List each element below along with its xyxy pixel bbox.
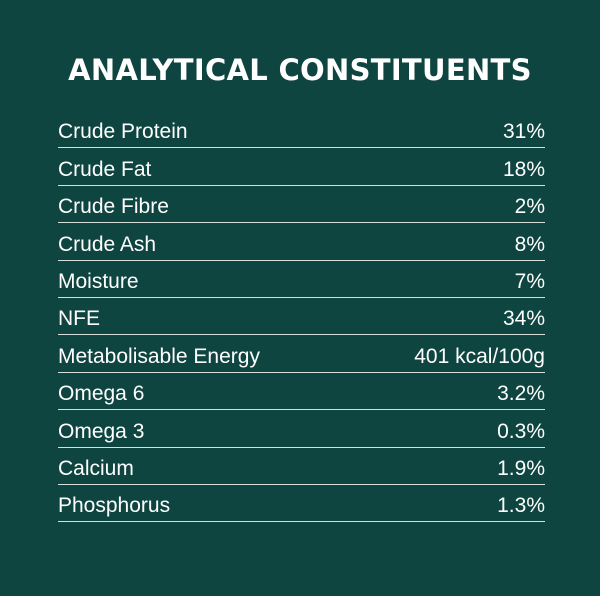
row-value: 31% xyxy=(502,120,545,144)
constituents-table: Crude Protein 31% Crude Fat 18% Crude Fi… xyxy=(58,111,545,523)
table-row: Moisture 7% xyxy=(58,261,545,298)
row-value: 18% xyxy=(502,157,545,181)
row-value: 1.9% xyxy=(497,456,545,480)
row-label: Omega 6 xyxy=(58,382,145,406)
row-value: 0.3% xyxy=(497,419,545,443)
row-label: Moisture xyxy=(58,269,139,293)
row-label: NFE xyxy=(58,307,100,331)
table-row: NFE 34% xyxy=(58,298,545,336)
table-row: Crude Protein 31% xyxy=(58,111,545,149)
row-value: 8% xyxy=(514,232,545,256)
table-row: Omega 6 3.2% xyxy=(58,373,545,411)
table-row: Crude Fat 18% xyxy=(58,148,545,186)
row-label: Crude Ash xyxy=(58,232,157,256)
table-row: Omega 3 0.3% xyxy=(58,410,545,448)
row-label: Phosphorus xyxy=(58,494,171,518)
panel-title: ANALYTICAL CONSTITUENTS xyxy=(68,53,532,87)
table-row: Metabolisable Energy 401 kcal/100g xyxy=(58,335,545,373)
row-value: 7% xyxy=(514,269,545,293)
row-value: 34% xyxy=(502,307,545,331)
table-row: Phosphorus 1.3% xyxy=(58,485,545,523)
row-label: Metabolisable Energy xyxy=(58,344,260,368)
row-value: 2% xyxy=(514,195,545,219)
row-value: 401 kcal/100g xyxy=(414,344,545,368)
table-row: Calcium 1.9% xyxy=(58,448,545,485)
row-label: Crude Protein xyxy=(58,120,188,144)
table-row: Crude Fibre 2% xyxy=(58,186,545,224)
table-row: Crude Ash 8% xyxy=(58,223,545,261)
row-label: Crude Fat xyxy=(58,157,152,181)
row-value: 1.3% xyxy=(497,494,545,518)
row-label: Calcium xyxy=(58,456,134,480)
row-label: Omega 3 xyxy=(58,419,145,443)
row-value: 3.2% xyxy=(497,382,545,406)
row-label: Crude Fibre xyxy=(58,195,169,219)
